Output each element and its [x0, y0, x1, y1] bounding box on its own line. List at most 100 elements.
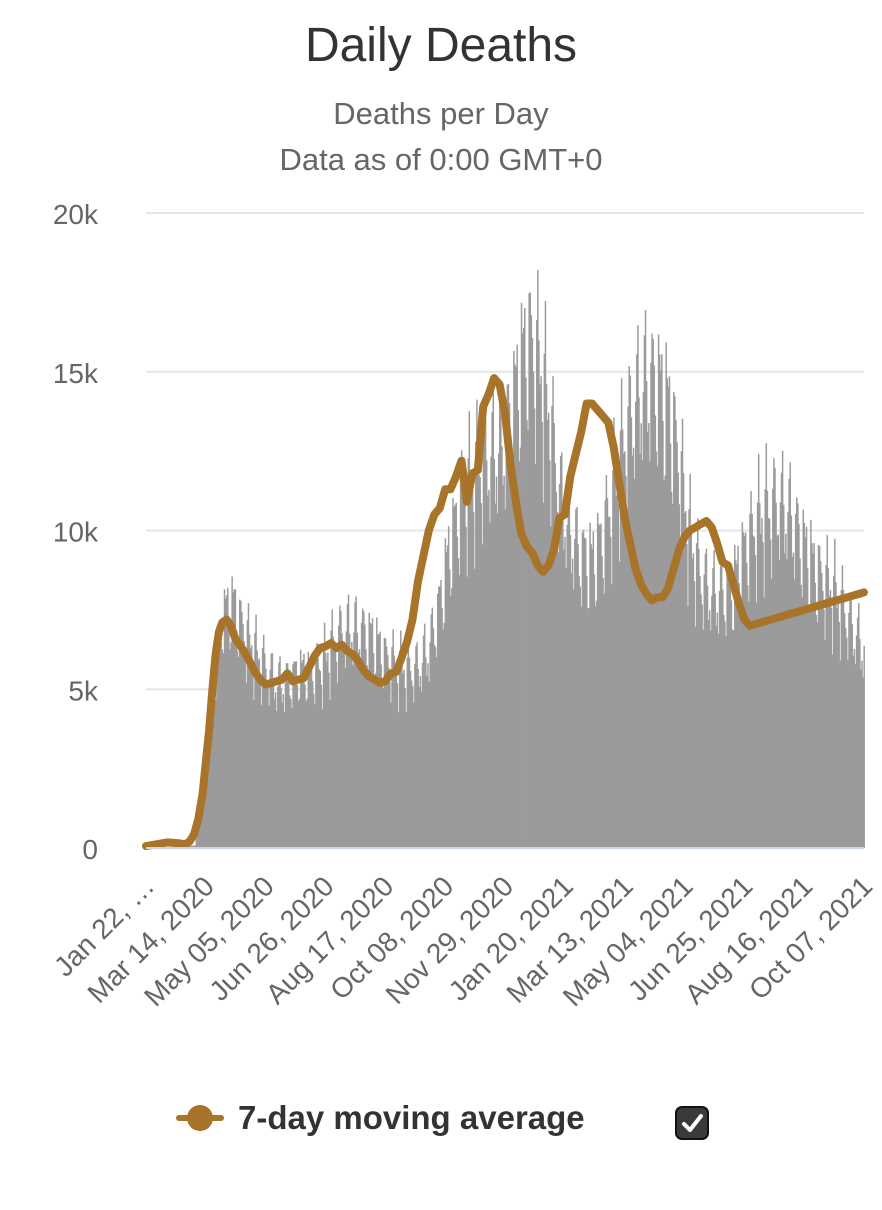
- daily-bar[interactable]: [494, 503, 497, 848]
- daily-bar[interactable]: [223, 589, 226, 848]
- daily-bar[interactable]: [496, 513, 499, 848]
- daily-bar[interactable]: [589, 522, 591, 848]
- daily-bar[interactable]: [259, 680, 262, 848]
- daily-bar[interactable]: [580, 606, 583, 848]
- daily-bar[interactable]: [710, 630, 712, 848]
- daily-bar[interactable]: [587, 607, 589, 848]
- daily-bar[interactable]: [563, 549, 565, 848]
- daily-bar[interactable]: [683, 513, 686, 848]
- daily-bar[interactable]: [822, 591, 824, 848]
- daily-bar[interactable]: [806, 567, 809, 848]
- daily-bar[interactable]: [798, 523, 800, 848]
- daily-bar[interactable]: [841, 565, 844, 848]
- daily-bar[interactable]: [599, 525, 601, 848]
- daily-bar[interactable]: [583, 537, 586, 848]
- daily-bar[interactable]: [539, 384, 541, 848]
- daily-bar[interactable]: [398, 650, 401, 848]
- daily-bar[interactable]: [465, 526, 467, 848]
- daily-bar[interactable]: [839, 660, 842, 848]
- daily-bar[interactable]: [265, 668, 267, 848]
- daily-bar[interactable]: [826, 535, 828, 848]
- daily-bar[interactable]: [257, 660, 259, 848]
- daily-bar[interactable]: [787, 511, 789, 848]
- daily-bar[interactable]: [472, 512, 475, 848]
- daily-bar[interactable]: [811, 543, 813, 848]
- daily-bar[interactable]: [577, 544, 579, 848]
- daily-bar[interactable]: [626, 519, 628, 848]
- daily-bar[interactable]: [691, 558, 694, 848]
- daily-bar[interactable]: [303, 653, 305, 848]
- daily-bar[interactable]: [319, 670, 322, 848]
- daily-bar[interactable]: [324, 652, 327, 848]
- daily-bar[interactable]: [617, 503, 620, 848]
- daily-bar[interactable]: [640, 423, 642, 848]
- daily-bar[interactable]: [754, 555, 757, 848]
- daily-bar[interactable]: [644, 310, 647, 848]
- daily-bar[interactable]: [810, 519, 812, 848]
- daily-bar[interactable]: [686, 543, 688, 848]
- daily-bar[interactable]: [203, 788, 205, 848]
- daily-bar[interactable]: [277, 686, 279, 848]
- daily-bar[interactable]: [702, 629, 704, 848]
- daily-bar[interactable]: [745, 562, 748, 848]
- daily-bar[interactable]: [801, 597, 803, 849]
- daily-bar[interactable]: [518, 460, 521, 848]
- daily-bar[interactable]: [421, 662, 424, 848]
- daily-bar[interactable]: [571, 558, 574, 848]
- daily-bar[interactable]: [348, 633, 351, 848]
- daily-bar[interactable]: [697, 518, 699, 848]
- daily-bar[interactable]: [270, 653, 273, 848]
- daily-bar[interactable]: [668, 376, 671, 848]
- daily-bar[interactable]: [254, 632, 256, 848]
- daily-bar[interactable]: [448, 569, 451, 848]
- daily-bar[interactable]: [408, 657, 411, 848]
- daily-bar[interactable]: [695, 543, 698, 848]
- daily-bar[interactable]: [807, 609, 810, 848]
- daily-bar[interactable]: [834, 538, 836, 848]
- daily-bar[interactable]: [191, 845, 193, 848]
- daily-bar[interactable]: [336, 682, 339, 848]
- daily-bar[interactable]: [701, 604, 703, 848]
- daily-bar[interactable]: [388, 667, 390, 848]
- daily-bar[interactable]: [508, 403, 511, 848]
- daily-bar[interactable]: [431, 607, 434, 848]
- daily-bar[interactable]: [285, 663, 288, 848]
- daily-bar[interactable]: [674, 396, 676, 848]
- daily-bar[interactable]: [690, 529, 692, 848]
- daily-bar[interactable]: [775, 502, 777, 848]
- daily-bar[interactable]: [565, 568, 567, 848]
- daily-bar[interactable]: [480, 503, 483, 848]
- daily-bar[interactable]: [375, 672, 377, 848]
- daily-bar[interactable]: [430, 614, 432, 848]
- daily-bar[interactable]: [317, 658, 319, 848]
- daily-bar[interactable]: [824, 640, 826, 848]
- daily-bar[interactable]: [736, 564, 738, 848]
- daily-bar[interactable]: [463, 498, 465, 848]
- daily-bar[interactable]: [655, 451, 658, 848]
- daily-bar[interactable]: [219, 625, 221, 848]
- daily-bar[interactable]: [334, 647, 337, 848]
- daily-bar[interactable]: [836, 608, 838, 848]
- daily-bar[interactable]: [379, 631, 381, 848]
- daily-bar[interactable]: [667, 386, 670, 848]
- daily-bar[interactable]: [648, 423, 650, 848]
- daily-bar[interactable]: [355, 596, 357, 848]
- daily-bar[interactable]: [624, 451, 626, 848]
- daily-bar[interactable]: [382, 687, 385, 848]
- daily-bar[interactable]: [656, 466, 659, 848]
- daily-bar[interactable]: [357, 652, 360, 848]
- daily-bar[interactable]: [411, 685, 414, 848]
- daily-bar[interactable]: [205, 764, 207, 848]
- daily-bar[interactable]: [687, 605, 689, 848]
- daily-bar[interactable]: [751, 513, 753, 848]
- daily-bar[interactable]: [286, 663, 289, 848]
- daily-bar[interactable]: [847, 659, 849, 848]
- daily-bar[interactable]: [402, 673, 404, 848]
- daily-bar[interactable]: [437, 593, 439, 848]
- daily-bar[interactable]: [578, 576, 580, 848]
- daily-bar[interactable]: [316, 643, 318, 848]
- daily-bar[interactable]: [490, 456, 492, 848]
- daily-bar[interactable]: [460, 450, 463, 848]
- daily-bar[interactable]: [420, 691, 423, 848]
- daily-bar[interactable]: [828, 595, 831, 848]
